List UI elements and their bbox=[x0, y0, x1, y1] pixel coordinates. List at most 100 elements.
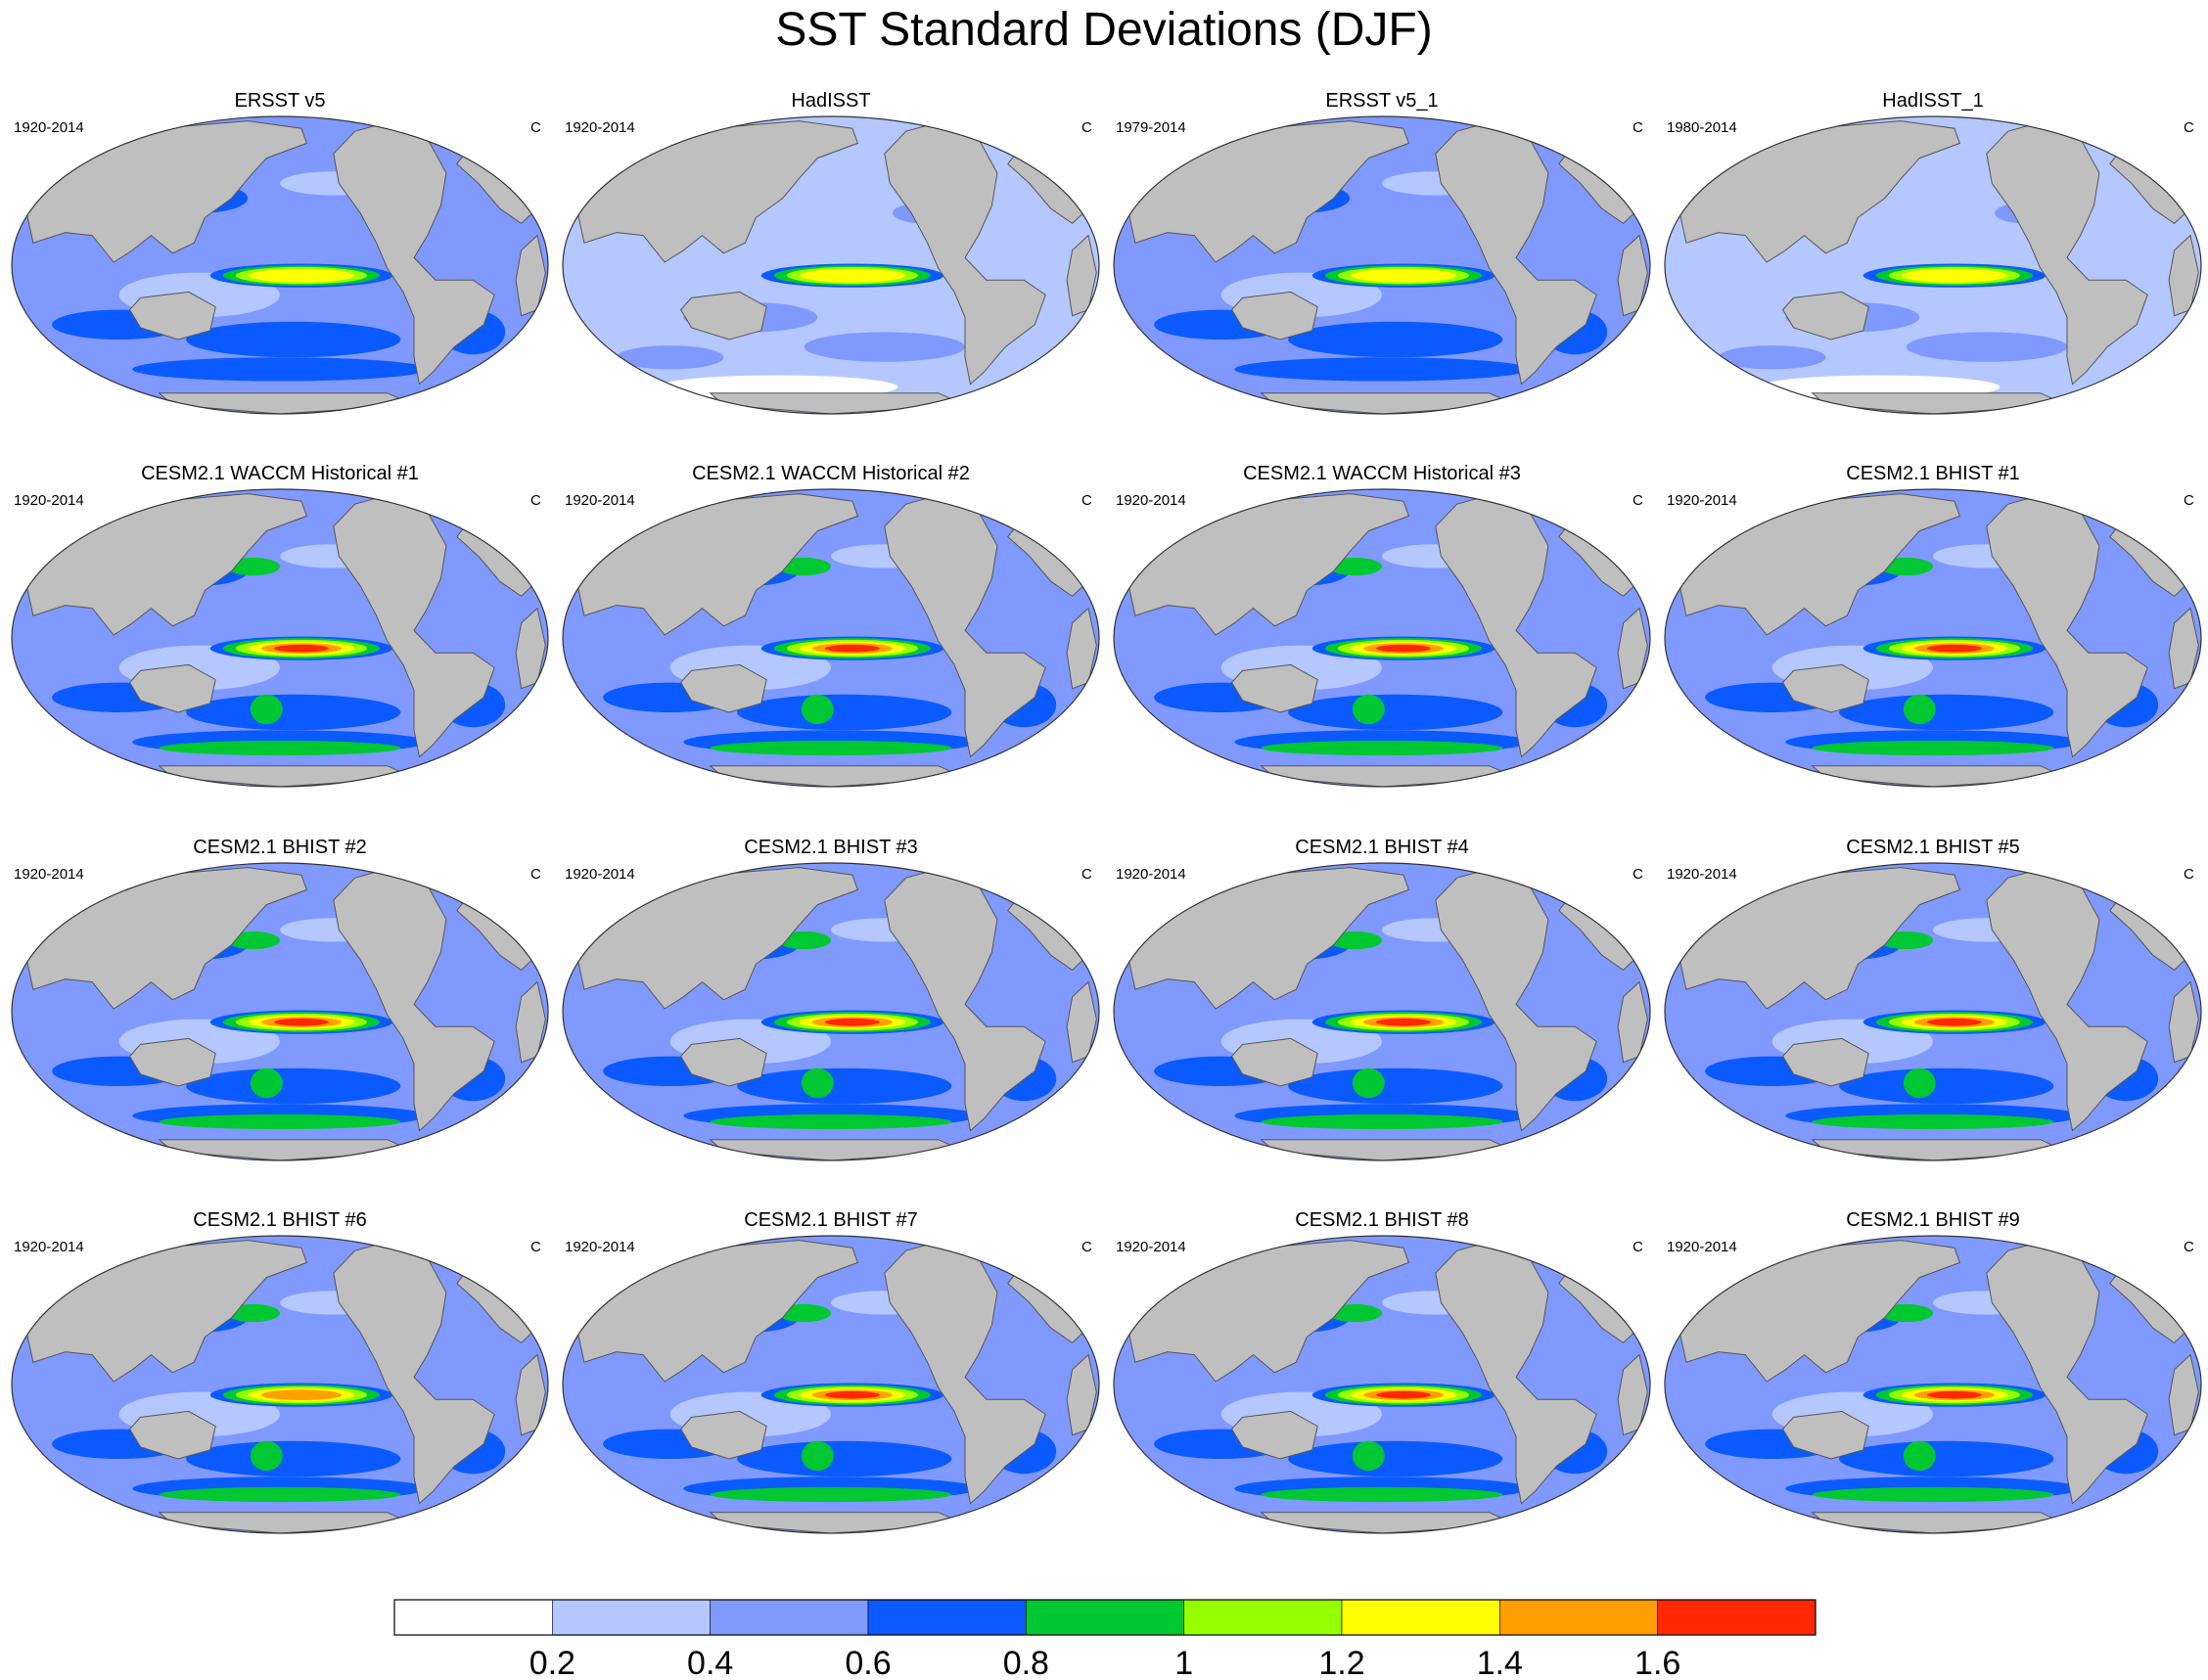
sst-field bbox=[563, 863, 1099, 1160]
panel-period: 1920-2014 bbox=[14, 1239, 84, 1255]
panel-units: C bbox=[530, 866, 541, 883]
panel-period: 1920-2014 bbox=[1116, 866, 1186, 883]
colorbar-swatch bbox=[1026, 1599, 1184, 1636]
panel-period: 1920-2014 bbox=[565, 1239, 635, 1255]
panel-title: CESM2.1 BHIST #7 bbox=[744, 1209, 917, 1231]
map-panel: CESM2.1 BHIST #2 1920-2014 C bbox=[11, 837, 549, 1161]
panel-period: 1920-2014 bbox=[565, 866, 635, 883]
panel-units: C bbox=[530, 1239, 541, 1255]
colorbar-swatch bbox=[1183, 1599, 1343, 1636]
panel-title: CESM2.1 BHIST #9 bbox=[1846, 1209, 2019, 1231]
panel-title: HadISST bbox=[791, 90, 870, 112]
panel-units: C bbox=[530, 119, 541, 136]
panel-title: CESM2.1 WACCM Historical #3 bbox=[1243, 463, 1521, 484]
panel-title: CESM2.1 BHIST #4 bbox=[1295, 837, 1468, 858]
sst-field bbox=[1114, 489, 1650, 787]
sst-field bbox=[1665, 489, 2201, 787]
panel-period: 1920-2014 bbox=[565, 492, 635, 509]
sst-field bbox=[563, 1236, 1099, 1533]
panel-period: 1920-2014 bbox=[14, 866, 84, 883]
sst-field bbox=[1665, 116, 2201, 414]
sst-field bbox=[1114, 1236, 1650, 1533]
colorbar-tick-label: 1 bbox=[1174, 1645, 1193, 1680]
colorbar-swatch bbox=[1657, 1599, 1817, 1636]
map-panel: CESM2.1 BHIST #7 1920-2014 C bbox=[562, 1209, 1100, 1534]
colorbar-tick-label: 0.6 bbox=[845, 1645, 891, 1680]
panel-units: C bbox=[1633, 119, 1643, 136]
sst-field bbox=[1114, 116, 1650, 414]
panel-units: C bbox=[1633, 1239, 1643, 1255]
panel-period: 1980-2014 bbox=[1667, 119, 1737, 136]
sst-field bbox=[12, 116, 548, 414]
map-panel: CESM2.1 BHIST #5 1920-2014 C bbox=[1664, 837, 2202, 1161]
panel-units: C bbox=[1633, 866, 1643, 883]
panel-units: C bbox=[1081, 119, 1092, 136]
panel-title: CESM2.1 WACCM Historical #1 bbox=[141, 463, 419, 484]
sst-field bbox=[12, 1236, 548, 1533]
panel-title: CESM2.1 BHIST #3 bbox=[744, 837, 917, 858]
panel-units: C bbox=[2184, 1239, 2194, 1255]
sst-field bbox=[563, 116, 1099, 414]
map-panel: HadISST 1920-2014 C bbox=[562, 90, 1100, 415]
panel-period: 1920-2014 bbox=[1116, 1239, 1186, 1255]
map-panel: CESM2.1 BHIST #6 1920-2014 C bbox=[11, 1209, 549, 1534]
panel-title: CESM2.1 WACCM Historical #2 bbox=[692, 463, 970, 484]
sst-field bbox=[12, 863, 548, 1160]
panel-title: CESM2.1 BHIST #5 bbox=[1846, 837, 2019, 858]
sst-field bbox=[1114, 863, 1650, 1160]
panel-units: C bbox=[2184, 119, 2194, 136]
panel-title: ERSST v5_1 bbox=[1325, 90, 1438, 112]
sst-field bbox=[1665, 863, 2201, 1160]
map-panel: CESM2.1 BHIST #9 1920-2014 C bbox=[1664, 1209, 2202, 1534]
map-panel: CESM2.1 BHIST #3 1920-2014 C bbox=[562, 837, 1100, 1161]
map-panel: CESM2.1 BHIST #4 1920-2014 C bbox=[1113, 837, 1651, 1161]
map-panel: HadISST_1 1980-2014 C bbox=[1664, 90, 2202, 415]
panel-units: C bbox=[1633, 492, 1643, 509]
colorbar-tick-label: 1.2 bbox=[1318, 1645, 1364, 1680]
colorbar-tick-label: 0.4 bbox=[687, 1645, 733, 1680]
colorbar-swatch bbox=[710, 1599, 869, 1636]
colorbar-swatch bbox=[1341, 1599, 1500, 1636]
sst-field bbox=[12, 489, 548, 787]
map-panel: CESM2.1 WACCM Historical #2 1920-2014 C bbox=[562, 463, 1100, 788]
panel-period: 1979-2014 bbox=[1116, 119, 1186, 136]
colorbar-tick-label: 1.4 bbox=[1477, 1645, 1523, 1680]
panel-units: C bbox=[2184, 492, 2194, 509]
panel-period: 1920-2014 bbox=[1116, 492, 1186, 509]
panel-title: CESM2.1 BHIST #8 bbox=[1295, 1209, 1468, 1231]
figure-title: SST Standard Deviations (DJF) bbox=[775, 4, 1432, 56]
panel-title: CESM2.1 BHIST #6 bbox=[193, 1209, 366, 1231]
colorbar-tick-label: 1.6 bbox=[1634, 1645, 1680, 1680]
panel-units: C bbox=[530, 492, 541, 509]
panel-period: 1920-2014 bbox=[1667, 1239, 1737, 1255]
map-panel: CESM2.1 BHIST #8 1920-2014 C bbox=[1113, 1209, 1651, 1534]
map-panel: CESM2.1 WACCM Historical #1 1920-2014 C bbox=[11, 463, 549, 788]
panel-title: ERSST v5 bbox=[235, 90, 326, 112]
colorbar-swatch bbox=[552, 1599, 711, 1636]
colorbar-swatch bbox=[393, 1599, 553, 1636]
map-panel: ERSST v5_1 1979-2014 C bbox=[1113, 90, 1651, 415]
panel-title: HadISST_1 bbox=[1882, 90, 1983, 112]
map-panel: ERSST v5 1920-2014 C bbox=[11, 90, 549, 415]
panel-period: 1920-2014 bbox=[14, 119, 84, 136]
map-panel: CESM2.1 WACCM Historical #3 1920-2014 C bbox=[1113, 463, 1651, 788]
panel-period: 1920-2014 bbox=[14, 492, 84, 509]
panel-units: C bbox=[1081, 492, 1092, 509]
panel-units: C bbox=[2184, 866, 2194, 883]
sst-field bbox=[1665, 1236, 2201, 1533]
panel-period: 1920-2014 bbox=[565, 119, 635, 136]
panel-title: CESM2.1 BHIST #2 bbox=[193, 837, 366, 858]
panel-title: CESM2.1 BHIST #1 bbox=[1846, 463, 2019, 484]
panel-units: C bbox=[1081, 1239, 1092, 1255]
sst-field bbox=[563, 489, 1099, 787]
panel-period: 1920-2014 bbox=[1667, 866, 1737, 883]
panel-period: 1920-2014 bbox=[1667, 492, 1737, 509]
colorbar-swatch bbox=[1499, 1599, 1658, 1636]
colorbar-swatch bbox=[867, 1599, 1027, 1636]
colorbar-tick-label: 0.2 bbox=[529, 1645, 575, 1680]
colorbar: 0.2 0.4 0.6 0.8 1 1.2 1.4 1.6 bbox=[393, 1599, 1817, 1680]
map-panel: CESM2.1 BHIST #1 1920-2014 C bbox=[1664, 463, 2202, 788]
panel-units: C bbox=[1081, 866, 1092, 883]
